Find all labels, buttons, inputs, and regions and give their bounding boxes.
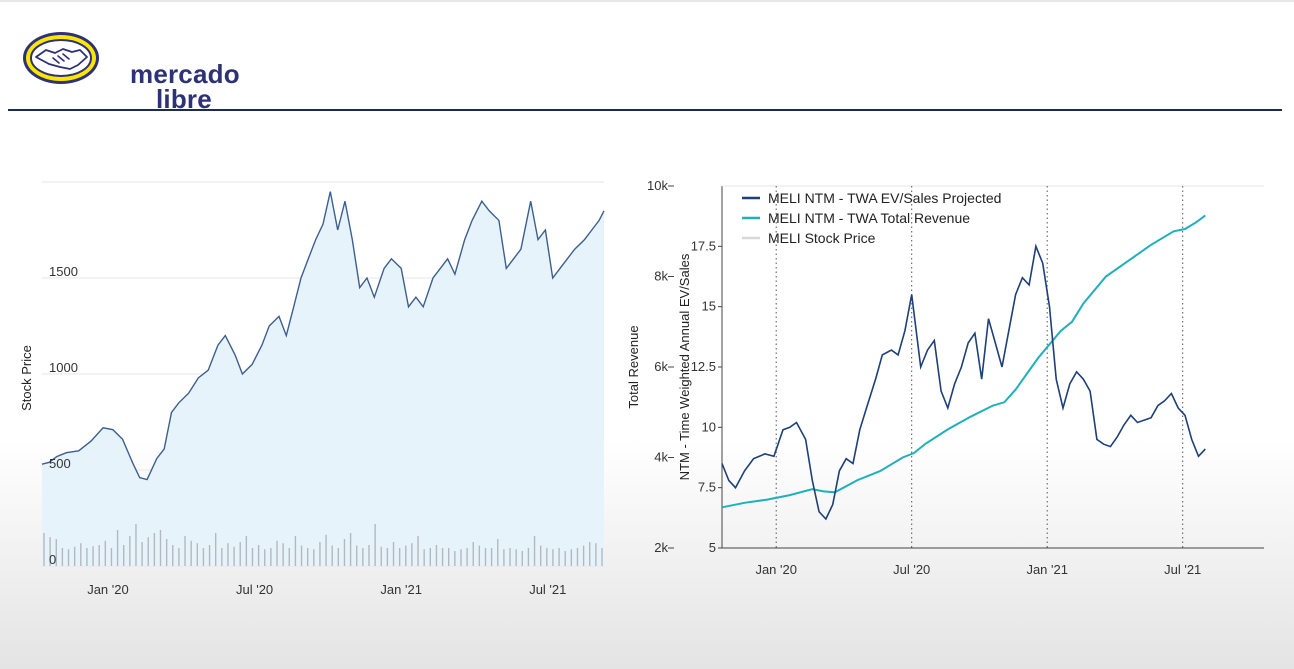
left-x-tick-labels: Jan '20 Jul '20 Jan '21 Jul '21 — [87, 582, 566, 597]
mercado-libre-logo: mercado libre — [22, 30, 262, 112]
left-x-tick-label: Jan '20 — [87, 582, 129, 597]
right-right-y-tick-label: 17.5 — [691, 238, 716, 253]
right-left-y-tick-label: 8k — [654, 269, 668, 284]
right-x-tick-label: Jan '20 — [755, 562, 797, 577]
right-left-y-tick-labels: 2k 4k 6k 8k 10k — [647, 178, 674, 555]
right-right-y-tick-label: 7.5 — [698, 480, 716, 495]
y-axis-label-total-revenue: Total Revenue — [626, 325, 641, 408]
ev-sales-revenue-chart: 2k 4k 6k 8k 10k 5 7.5 10 12.5 15 17.5 Jan '20 Jul … — [626, 178, 1264, 577]
header-divider — [8, 109, 1282, 111]
stock-price-area — [42, 191, 604, 566]
right-x-tick-label: Jan '21 — [1026, 562, 1068, 577]
left-x-tick-label: Jul '20 — [236, 582, 273, 597]
right-left-y-tick-label: 4k — [654, 450, 668, 465]
brand-name-line1: mercado — [130, 59, 240, 89]
right-right-y-tick-label: 15 — [702, 299, 716, 314]
legend[interactable]: MELI NTM - TWA EV/Sales Projected MELI NT… — [742, 190, 1001, 246]
right-x-tick-labels: Jan '20 Jul '20 Jan '21 Jul '21 — [755, 562, 1201, 577]
legend-item-label[interactable]: MELI NTM - TWA EV/Sales Projected — [768, 190, 1001, 206]
left-y-tick-label: 0 — [49, 552, 56, 567]
stock-price-chart: 0 500 1000 1500 Jan '20 Jul '20 Jan '21 Jul '2… — [19, 181, 605, 597]
left-x-tick-label: Jul '21 — [529, 582, 566, 597]
brand-wordmark: mercado libre — [130, 59, 240, 114]
left-y-tick-label: 1500 — [49, 264, 78, 279]
right-right-y-tick-labels: 5 7.5 10 12.5 15 17.5 — [691, 238, 722, 555]
right-x-tick-label: Jul '21 — [1164, 562, 1201, 577]
right-left-y-tick-label: 6k — [654, 359, 668, 374]
right-right-y-tick-label: 12.5 — [691, 359, 716, 374]
right-right-y-tick-label: 10 — [702, 419, 716, 434]
left-x-tick-label: Jan '21 — [380, 582, 422, 597]
right-right-y-tick-label: 5 — [709, 540, 716, 555]
legend-item-label[interactable]: MELI NTM - TWA Total Revenue — [768, 210, 970, 226]
brand-name-line2: libre — [156, 84, 212, 114]
y-axis-label-ev-sales: NTM - Time Weighted Annual EV/Sales — [677, 253, 692, 480]
left-y-tick-label: 1000 — [49, 360, 78, 375]
handshake-icon — [23, 32, 99, 84]
top-border — [0, 0, 1294, 2]
legend-item-label[interactable]: MELI Stock Price — [768, 230, 876, 246]
right-left-y-tick-label: 10k — [647, 178, 668, 193]
right-x-tick-label: Jul '20 — [893, 562, 930, 577]
right-left-y-tick-label: 2k — [654, 540, 668, 555]
ev-sales-line — [721, 243, 1206, 521]
y-axis-label-stock-price: Stock Price — [19, 345, 34, 411]
left-y-tick-label: 500 — [49, 456, 71, 471]
